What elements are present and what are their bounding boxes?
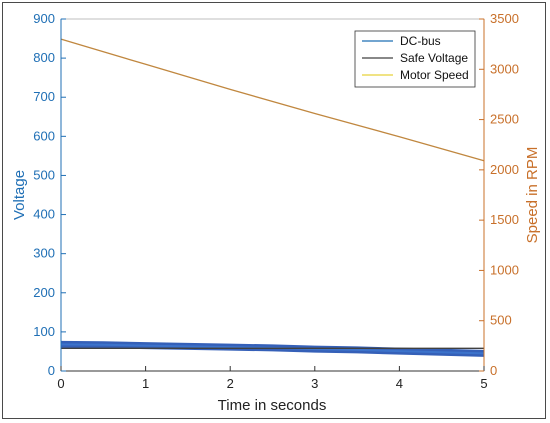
y-axis-right-title: Speed in RPM [524, 147, 541, 244]
y-left-tick-label: 700 [33, 89, 55, 104]
y-left-tick-label: 0 [48, 363, 55, 378]
legend: DC-bus Safe Voltage Motor Speed [354, 30, 476, 88]
y-left-tick-label: 100 [33, 324, 55, 339]
y-right-tick-label: 2000 [490, 162, 519, 177]
x-axis-title: Time in seconds [218, 397, 327, 414]
series-layer [60, 38, 485, 357]
y-right-tick-label: 500 [490, 313, 512, 328]
y-left-tick-label: 500 [33, 167, 55, 182]
legend-label-dc-bus: DC-bus [400, 34, 441, 48]
y-right-tick-label: 3500 [490, 11, 519, 26]
x-tick-label: 1 [142, 376, 149, 391]
legend-label-motor-speed: Motor Speed [400, 68, 469, 82]
ticks-layer: 0 1 2 3 4 50100200300400500600700800900050010… [33, 11, 519, 391]
legend-label-safe-voltage: Safe Voltage [400, 51, 468, 65]
x-tick-label: 0 [57, 376, 64, 391]
x-tick-label: 3 [311, 376, 318, 391]
y-right-tick-label: 2500 [490, 112, 519, 127]
x-tick-label: 5 [480, 376, 487, 391]
y-left-tick-label: 900 [33, 11, 55, 26]
y-left-tick-label: 200 [33, 285, 55, 300]
x-tick-label: 4 [396, 376, 403, 391]
y-axis-left-title: Voltage [11, 170, 28, 220]
y-left-tick-label: 400 [33, 207, 55, 222]
y-right-tick-label: 0 [490, 363, 497, 378]
x-tick-label: 2 [227, 376, 234, 391]
y-right-tick-label: 1500 [490, 212, 519, 227]
y-left-tick-label: 300 [33, 246, 55, 261]
y-right-tick-label: 1000 [490, 262, 519, 277]
y-right-tick-label: 3000 [490, 61, 519, 76]
legend-box [354, 30, 476, 88]
y-left-tick-label: 600 [33, 128, 55, 143]
series-line-motor-speed [60, 38, 485, 162]
y-left-tick-label: 800 [33, 50, 55, 65]
